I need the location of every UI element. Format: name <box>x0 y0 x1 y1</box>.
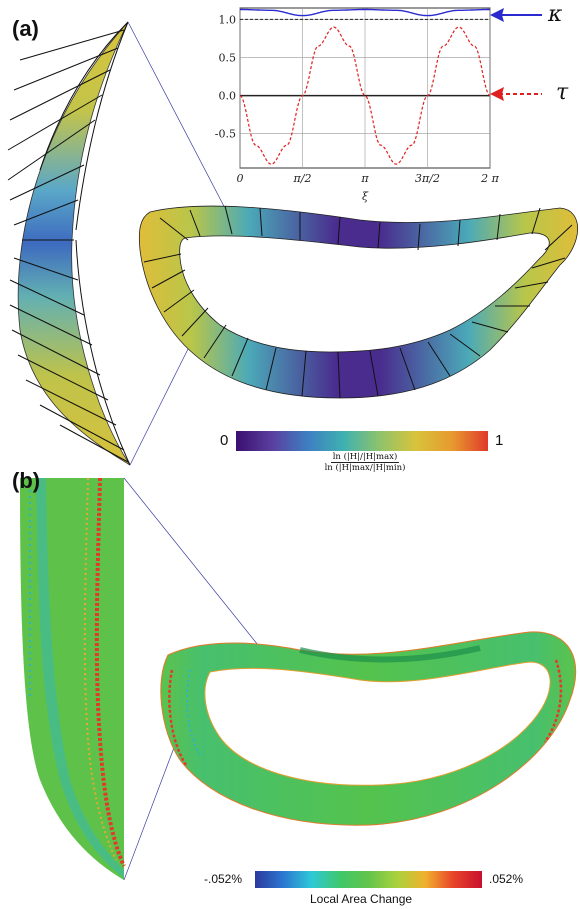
chart-kappa-tau: 1.0 0.5 0.0 -0.5 0 π/2 π 3π/2 2 π ξ <box>215 7 500 203</box>
x-tick-label-3: 3π/2 <box>415 172 440 185</box>
y-tick-label-2: 0.0 <box>219 90 237 103</box>
y-tick-label-3: -0.5 <box>215 128 236 141</box>
y-tick-label-1: 0.5 <box>219 52 237 65</box>
legend-kappa-symbol: κ <box>548 2 563 27</box>
colorbar-a-formula: ln (|H|/|H|max) ln (|H|max/|H|min) <box>290 452 440 474</box>
colorbar-b <box>255 871 482 888</box>
colorbar-b-min-label: -.052% <box>204 872 243 886</box>
x-tick-label-2: π <box>360 172 369 185</box>
x-tick-label-1: π/2 <box>293 172 312 185</box>
formula-denominator: ln (|H|max/|H|min) <box>324 463 406 473</box>
colorbar-a-min-label: 0 <box>220 432 229 449</box>
panel-a-strip-mesh <box>7 21 131 466</box>
formula-numerator: ln (|H|/|H|max) <box>330 452 400 463</box>
series-line-1 <box>239 26 491 165</box>
panel-b-zoom-strip <box>20 477 126 880</box>
x-axis-label: ξ <box>362 190 369 203</box>
colorbar-b-caption: Local Area Change <box>310 892 413 906</box>
panel-a-connector-top <box>127 21 229 215</box>
colorbar-a <box>236 431 488 451</box>
panel-b-label: (b) <box>12 468 41 493</box>
panel-b-connector-top <box>123 477 263 651</box>
colorbar-b-max-label: .052% <box>489 872 524 886</box>
panel-a-label: (a) <box>12 16 39 41</box>
legend-tau-symbol: τ <box>556 80 569 105</box>
legend-arrows <box>490 8 542 101</box>
panel-a-ring <box>138 205 579 399</box>
y-tick-label-0: 1.0 <box>219 13 237 26</box>
panel-a-ring-mesh <box>143 205 573 399</box>
panel-b-ring <box>160 631 577 826</box>
colorbar-a-max-label: 1 <box>495 432 504 449</box>
x-tick-label-4: 2 π <box>480 172 499 185</box>
x-tick-label-0: 0 <box>237 172 244 185</box>
series-line-0 <box>240 8 490 17</box>
